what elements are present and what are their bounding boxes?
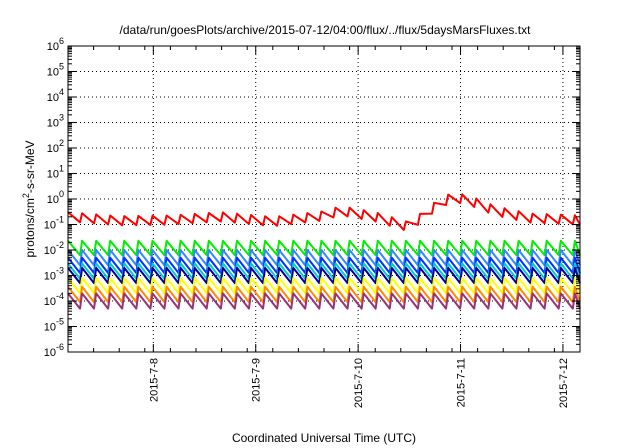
y-tick-label: 10-1 — [44, 215, 64, 232]
series-line-6 — [67, 266, 581, 285]
y-tick-label: 101 — [47, 164, 64, 181]
series-group — [67, 193, 581, 310]
series-line-4 — [67, 256, 581, 274]
x-tick-label: 2015-7-12 — [558, 358, 570, 408]
y-tick-label: 10-2 — [44, 240, 64, 257]
x-tick-label: 2015-7-10 — [353, 358, 365, 408]
y-tick-label: 102 — [47, 138, 64, 155]
y-tick-label: 105 — [47, 62, 64, 79]
y-tick-label: 10-4 — [44, 291, 64, 308]
series-line-3 — [67, 249, 581, 267]
y-axis-label-suffix: -s-sr-MeV — [23, 140, 37, 193]
y-tick-label: 104 — [47, 87, 64, 104]
y-tick-label: 10-5 — [44, 317, 64, 334]
y-axis-label-superscript: 2 — [21, 193, 31, 198]
y-axis-label-prefix: protons/cm — [23, 198, 37, 257]
y-tick-label: 106 — [47, 36, 64, 53]
y-tick-label: 10-3 — [44, 266, 64, 283]
chart-title: /data/run/goesPlots/archive/2015-07-12/0… — [120, 23, 532, 37]
series-line-5 — [67, 262, 581, 280]
y-axis: 106 105 104 103 102 101 100 10-1 10-2 10-3 10-4 10-… — [44, 36, 580, 359]
x-tick-label: 2015-7-9 — [251, 358, 263, 402]
x-tick-label: 2015-7-11 — [456, 358, 468, 407]
y-axis-label: protons/cm2-s-sr-MeV — [21, 140, 37, 257]
series-line-7 — [67, 277, 581, 295]
series-line-9 — [67, 292, 581, 310]
series-line-8 — [67, 285, 581, 304]
y-tick-label: 103 — [47, 113, 64, 130]
y-tick-label: 100 — [47, 189, 64, 206]
x-axis-label: Coordinated Universal Time (UTC) — [232, 431, 416, 445]
x-tick-label: 2015-7-8 — [148, 358, 160, 402]
series-line-1 — [67, 193, 581, 231]
series-line-2 — [67, 239, 581, 257]
x-axis: 2015-7-8 2015-7-9 2015-7-10 2015-7-11 2015-7… — [67, 46, 581, 408]
y-tick-label: 10-6 — [44, 342, 64, 359]
grid — [68, 46, 580, 352]
